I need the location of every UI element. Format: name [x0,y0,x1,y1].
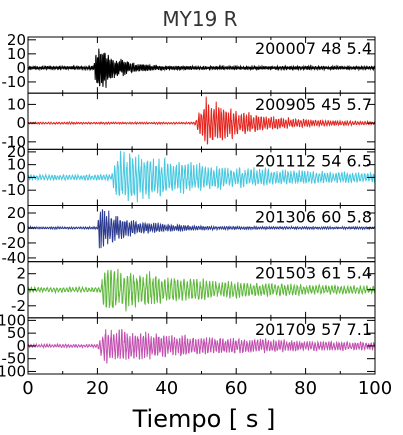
x-tick-label: 80 [294,378,317,399]
x-tick-label: 20 [86,378,109,399]
panel-4: 200-20-40 201306 60 5.8 [2,204,376,267]
y-tick-label: 0 [16,219,26,237]
y-tick-label: -40 [2,249,27,267]
y-tick-label: 20 [7,143,26,161]
x-tick-label: 60 [225,378,248,399]
y-tick-label: -10 [2,133,27,151]
series-trace-3 [28,150,375,203]
y-tick-label: 0 [16,114,26,132]
panel-2: 100-10 200905 45 5.7 [2,92,376,151]
series-trace-1 [28,48,375,88]
x-tick-label: 100 [358,378,392,399]
panel-label-4: 201306 60 5.8 [255,208,372,227]
x-tick-label: 0 [22,378,33,399]
series-trace-5 [28,268,375,312]
y-tick-label: -100 [0,362,26,380]
y-tick-label: 0 [16,59,26,77]
y-tick-label: -10 [2,181,27,199]
x-axis: 0 20 40 60 80 100 [22,378,392,399]
y-tick-label: 10 [7,156,26,174]
y-tick-label: -2 [11,297,26,315]
panel-5: 20-2 201503 61 5.4 [11,261,376,319]
y-tick-label: 100 [0,311,26,329]
y-tick-label: 10 [7,95,26,113]
y-tick-label: -20 [2,234,27,252]
y-tick-label: -10 [2,73,27,91]
x-tick-label: 40 [155,378,178,399]
y-tick-label: 0 [16,168,26,186]
series-trace-4 [28,209,375,249]
y-tick-label: 20 [7,204,26,222]
panel-label-2: 200905 45 5.7 [255,95,372,114]
panel-label-1: 200007 48 5.4 [255,39,372,58]
y-tick-label: 0 [16,337,26,355]
y-tick-label: 0 [16,281,26,299]
y-tick-label: 2 [16,265,26,283]
y-tick-label: 50 [7,324,26,342]
series-trace-2 [28,96,375,145]
y-tick-label: -50 [2,350,27,368]
panel-label-6: 201709 57 7.1 [255,320,372,339]
series-trace-6 [28,329,375,364]
panel-label-3: 201112 54 6.5 [255,151,372,170]
chart-title: MY19 R [162,7,237,31]
y-tick-label: 20 [7,31,26,49]
x-axis-title: Tiempo [ s ] [132,405,276,433]
y-tick-label: 10 [7,45,26,63]
panel-label-5: 201503 61 5.4 [255,264,372,283]
